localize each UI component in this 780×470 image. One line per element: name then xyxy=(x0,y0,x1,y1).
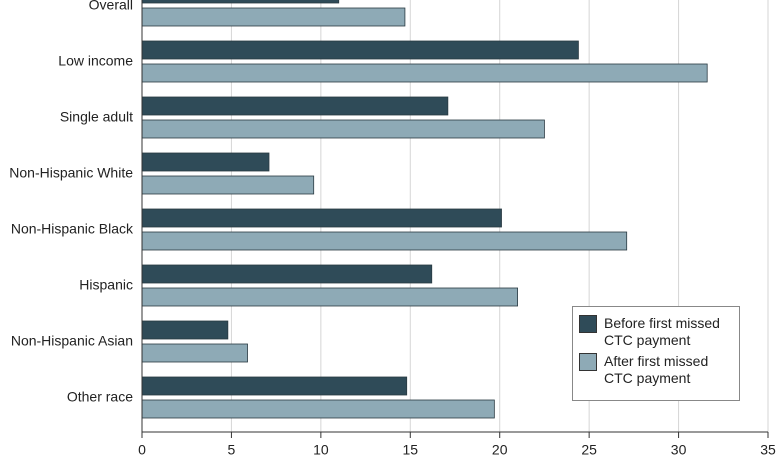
bar xyxy=(141,63,708,83)
x-tick-label: 5 xyxy=(228,442,236,458)
bar xyxy=(141,40,579,60)
bar xyxy=(141,343,248,363)
legend-swatch xyxy=(579,315,597,333)
bar xyxy=(141,264,433,284)
bar xyxy=(141,287,519,307)
legend: Before first missed CTC payment After fir… xyxy=(572,306,740,401)
x-tick-label: 35 xyxy=(760,442,776,458)
bar xyxy=(141,96,449,116)
legend-swatch xyxy=(579,353,597,371)
y-tick-label: Hispanic xyxy=(79,277,133,293)
y-tick-label: Low income xyxy=(58,53,133,69)
y-tick-label: Single adult xyxy=(60,109,133,125)
x-tick-label: 30 xyxy=(671,442,687,458)
y-tick-label: Overall xyxy=(89,0,133,13)
bar xyxy=(141,399,495,419)
x-tick-label: 10 xyxy=(313,442,329,458)
bar xyxy=(141,231,628,251)
bar xyxy=(141,208,502,228)
x-tick-label: 15 xyxy=(402,442,418,458)
legend-label: Before first missed CTC payment xyxy=(604,315,720,348)
bar xyxy=(141,320,229,340)
legend-label: After first missed CTC payment xyxy=(604,353,709,386)
x-tick-label: 0 xyxy=(138,442,146,458)
bar xyxy=(141,175,315,195)
bar xyxy=(141,7,406,27)
bar xyxy=(141,0,340,4)
y-tick-label: Other race xyxy=(67,389,133,405)
legend-item: After first missed CTC payment xyxy=(579,353,733,387)
y-tick-label: Non-Hispanic Black xyxy=(11,221,134,237)
legend-item: Before first missed CTC payment xyxy=(579,315,733,349)
bar xyxy=(141,119,545,139)
bar xyxy=(141,376,408,396)
x-tick-label: 25 xyxy=(581,442,597,458)
y-tick-label: Non-Hispanic Asian xyxy=(11,333,133,349)
x-tick-label: 20 xyxy=(492,442,508,458)
bar xyxy=(141,152,270,172)
y-tick-label: Non-Hispanic White xyxy=(9,165,133,181)
